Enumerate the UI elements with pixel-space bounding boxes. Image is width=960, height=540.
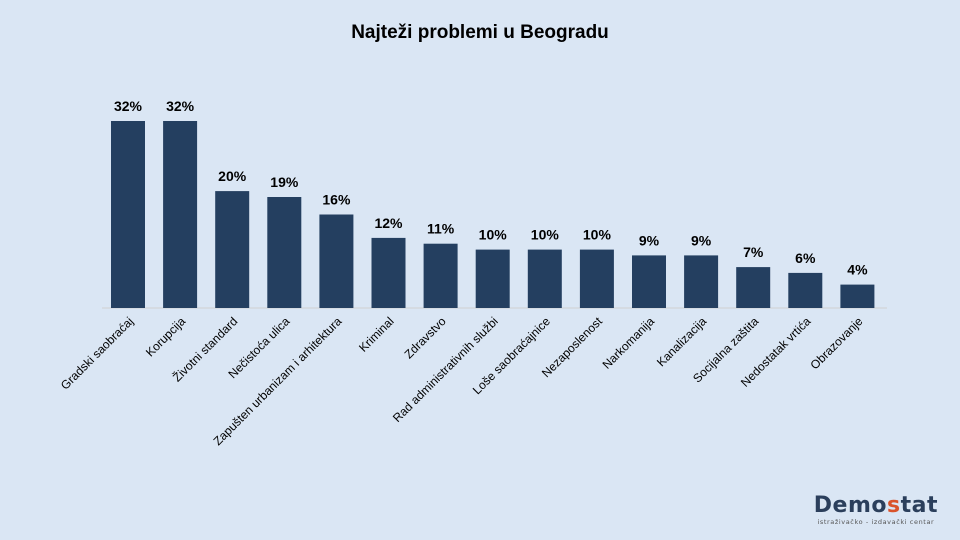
value-label: 4% <box>847 262 868 278</box>
value-label: 19% <box>270 174 299 190</box>
value-label: 10% <box>583 227 612 243</box>
bar <box>371 237 406 308</box>
value-label: 7% <box>743 244 764 260</box>
bar <box>111 121 145 308</box>
value-label: 10% <box>479 227 508 243</box>
value-label: 10% <box>531 227 560 243</box>
value-label: 20% <box>218 168 247 184</box>
logo-wordmark: Demostat <box>813 493 938 518</box>
value-label: 32% <box>166 98 195 114</box>
bar <box>632 255 666 308</box>
bar <box>319 214 354 308</box>
chart-title: Najteži problemi u Beogradu <box>351 22 609 43</box>
category-label: Rad administrativnih službi <box>390 314 501 425</box>
bar <box>840 284 875 308</box>
category-label: Zdravstvo <box>402 314 449 361</box>
value-label: 6% <box>795 250 816 266</box>
bar <box>163 121 198 308</box>
value-label: 9% <box>691 232 712 248</box>
value-labels-group: 32% 32% 20% 19% 16% 12% 11% 10% 10% 10% 9% 9% 7% 6% 4% <box>114 98 868 278</box>
bar <box>527 249 562 308</box>
logo-subtitle: istraživačko - izdavački centar <box>817 518 935 526</box>
category-label: Obrazovanje <box>808 314 866 372</box>
bar <box>684 255 719 308</box>
category-label: Kanalizacija <box>654 314 709 369</box>
bar <box>423 243 458 308</box>
bar <box>736 267 771 308</box>
bar <box>215 191 250 308</box>
bar <box>267 197 302 308</box>
value-label: 11% <box>427 221 455 237</box>
bar <box>579 249 614 308</box>
value-label: 12% <box>374 215 403 231</box>
category-label: Kriminal <box>356 314 397 355</box>
demostat-logo: Demostat istraživačko - izdavački centar <box>813 493 938 527</box>
category-label: Korupcija <box>143 314 189 360</box>
value-label: 16% <box>322 192 351 208</box>
bars-group <box>111 121 875 308</box>
category-label: Narkomanija <box>600 314 658 372</box>
bar <box>788 272 823 308</box>
value-label: 9% <box>639 232 660 248</box>
bar <box>475 249 510 308</box>
value-label: 32% <box>114 98 143 114</box>
category-label: Gradski saobraćaj <box>58 314 136 392</box>
